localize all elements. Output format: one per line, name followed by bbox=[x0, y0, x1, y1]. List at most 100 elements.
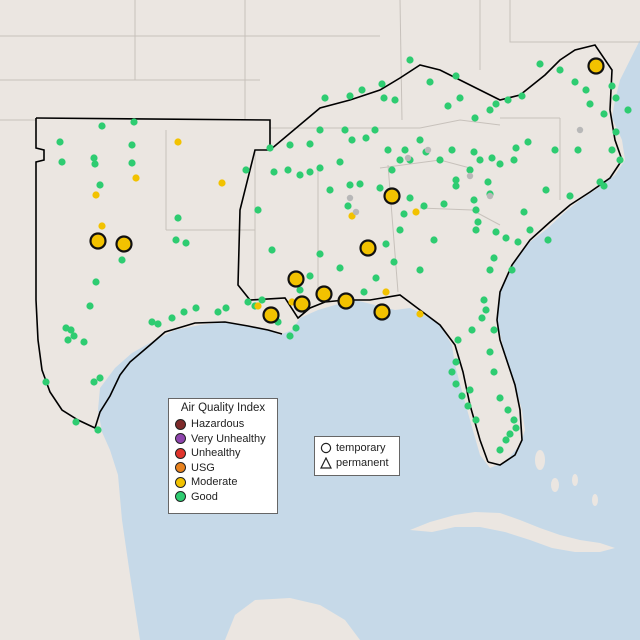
good-monitor-marker[interactable] bbox=[472, 416, 480, 424]
temporary-moderate-marker[interactable] bbox=[293, 295, 311, 313]
good-monitor-marker[interactable] bbox=[401, 146, 409, 154]
moderate-monitor-marker[interactable] bbox=[218, 179, 226, 187]
good-monitor-marker[interactable] bbox=[472, 206, 480, 214]
good-monitor-marker[interactable] bbox=[254, 206, 262, 214]
good-monitor-marker[interactable] bbox=[426, 78, 434, 86]
good-monitor-marker[interactable] bbox=[466, 386, 474, 394]
good-monitor-marker[interactable] bbox=[612, 128, 620, 136]
good-monitor-marker[interactable] bbox=[464, 402, 472, 410]
good-monitor-marker[interactable] bbox=[80, 338, 88, 346]
good-monitor-marker[interactable] bbox=[504, 96, 512, 104]
good-monitor-marker[interactable] bbox=[316, 250, 324, 258]
good-monitor-marker[interactable] bbox=[452, 72, 460, 80]
moderate-monitor-marker[interactable] bbox=[254, 302, 262, 310]
good-monitor-marker[interactable] bbox=[486, 266, 494, 274]
good-monitor-marker[interactable] bbox=[92, 278, 100, 286]
good-monitor-marker[interactable] bbox=[130, 118, 138, 126]
good-monitor-marker[interactable] bbox=[91, 160, 99, 168]
good-monitor-marker[interactable] bbox=[454, 336, 462, 344]
good-monitor-marker[interactable] bbox=[346, 92, 354, 100]
good-monitor-marker[interactable] bbox=[466, 166, 474, 174]
moderate-monitor-marker[interactable] bbox=[174, 138, 182, 146]
good-monitor-marker[interactable] bbox=[520, 208, 528, 216]
good-monitor-marker[interactable] bbox=[444, 102, 452, 110]
good-monitor-marker[interactable] bbox=[400, 210, 408, 218]
good-monitor-marker[interactable] bbox=[524, 138, 532, 146]
good-monitor-marker[interactable] bbox=[316, 126, 324, 134]
good-monitor-marker[interactable] bbox=[62, 324, 70, 332]
good-monitor-marker[interactable] bbox=[471, 114, 479, 122]
nodata-monitor-marker[interactable] bbox=[576, 126, 584, 134]
good-monitor-marker[interactable] bbox=[542, 186, 550, 194]
good-monitor-marker[interactable] bbox=[98, 122, 106, 130]
nodata-monitor-marker[interactable] bbox=[404, 154, 412, 162]
moderate-monitor-marker[interactable] bbox=[382, 288, 390, 296]
good-monitor-marker[interactable] bbox=[490, 368, 498, 376]
good-monitor-marker[interactable] bbox=[182, 239, 190, 247]
good-monitor-marker[interactable] bbox=[510, 416, 518, 424]
good-monitor-marker[interactable] bbox=[518, 92, 526, 100]
good-monitor-marker[interactable] bbox=[174, 214, 182, 222]
good-monitor-marker[interactable] bbox=[502, 234, 510, 242]
good-monitor-marker[interactable] bbox=[502, 436, 510, 444]
good-monitor-marker[interactable] bbox=[470, 148, 478, 156]
good-monitor-marker[interactable] bbox=[378, 80, 386, 88]
nodata-monitor-marker[interactable] bbox=[346, 194, 354, 202]
good-monitor-marker[interactable] bbox=[336, 264, 344, 272]
good-monitor-marker[interactable] bbox=[180, 308, 188, 316]
good-monitor-marker[interactable] bbox=[571, 78, 579, 86]
good-monitor-marker[interactable] bbox=[510, 156, 518, 164]
good-monitor-marker[interactable] bbox=[608, 146, 616, 154]
good-monitor-marker[interactable] bbox=[436, 156, 444, 164]
good-monitor-marker[interactable] bbox=[306, 140, 314, 148]
good-monitor-marker[interactable] bbox=[490, 326, 498, 334]
good-monitor-marker[interactable] bbox=[492, 228, 500, 236]
good-monitor-marker[interactable] bbox=[608, 82, 616, 90]
good-monitor-marker[interactable] bbox=[544, 236, 552, 244]
temporary-moderate-marker[interactable] bbox=[315, 285, 333, 303]
good-monitor-marker[interactable] bbox=[346, 181, 354, 189]
temporary-moderate-marker[interactable] bbox=[359, 239, 377, 257]
good-monitor-marker[interactable] bbox=[94, 426, 102, 434]
good-monitor-marker[interactable] bbox=[391, 96, 399, 104]
good-monitor-marker[interactable] bbox=[496, 160, 504, 168]
good-monitor-marker[interactable] bbox=[484, 178, 492, 186]
good-monitor-marker[interactable] bbox=[148, 318, 156, 326]
good-monitor-marker[interactable] bbox=[480, 296, 488, 304]
good-monitor-marker[interactable] bbox=[512, 424, 520, 432]
good-monitor-marker[interactable] bbox=[574, 146, 582, 154]
nodata-monitor-marker[interactable] bbox=[352, 208, 360, 216]
good-monitor-marker[interactable] bbox=[296, 171, 304, 179]
temporary-moderate-marker[interactable] bbox=[337, 292, 355, 310]
good-monitor-marker[interactable] bbox=[118, 256, 126, 264]
good-monitor-marker[interactable] bbox=[258, 296, 266, 304]
good-monitor-marker[interactable] bbox=[70, 332, 78, 340]
moderate-monitor-marker[interactable] bbox=[416, 310, 424, 318]
good-monitor-marker[interactable] bbox=[90, 154, 98, 162]
good-monitor-marker[interactable] bbox=[430, 236, 438, 244]
good-monitor-marker[interactable] bbox=[56, 138, 64, 146]
good-monitor-marker[interactable] bbox=[482, 306, 490, 314]
good-monitor-marker[interactable] bbox=[452, 358, 460, 366]
moderate-monitor-marker[interactable] bbox=[92, 191, 100, 199]
good-monitor-marker[interactable] bbox=[316, 164, 324, 172]
good-monitor-marker[interactable] bbox=[416, 266, 424, 274]
good-monitor-marker[interactable] bbox=[458, 392, 466, 400]
good-monitor-marker[interactable] bbox=[270, 168, 278, 176]
good-monitor-marker[interactable] bbox=[526, 226, 534, 234]
good-monitor-marker[interactable] bbox=[396, 226, 404, 234]
good-monitor-marker[interactable] bbox=[440, 200, 448, 208]
good-monitor-marker[interactable] bbox=[420, 202, 428, 210]
good-monitor-marker[interactable] bbox=[306, 168, 314, 176]
good-monitor-marker[interactable] bbox=[496, 394, 504, 402]
good-monitor-marker[interactable] bbox=[448, 368, 456, 376]
good-monitor-marker[interactable] bbox=[616, 156, 624, 164]
good-monitor-marker[interactable] bbox=[154, 320, 162, 328]
good-monitor-marker[interactable] bbox=[42, 378, 50, 386]
good-monitor-marker[interactable] bbox=[452, 380, 460, 388]
good-monitor-marker[interactable] bbox=[384, 146, 392, 154]
good-monitor-marker[interactable] bbox=[452, 182, 460, 190]
good-monitor-marker[interactable] bbox=[128, 159, 136, 167]
good-monitor-marker[interactable] bbox=[336, 158, 344, 166]
good-monitor-marker[interactable] bbox=[128, 141, 136, 149]
